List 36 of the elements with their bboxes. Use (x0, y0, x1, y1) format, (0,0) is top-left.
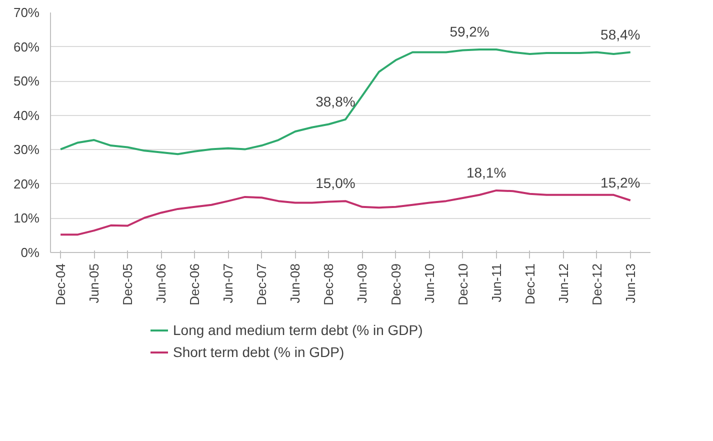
x-tick-label: Dec-09 (388, 263, 404, 306)
y-tick-label: 10% (13, 210, 40, 226)
data-label: 58,4% (600, 26, 640, 42)
x-tick-label: Jun-06 (154, 264, 169, 304)
x-tick-label: Dec-05 (120, 263, 136, 306)
y-tick-label: 40% (13, 108, 40, 123)
x-tick-label: Jun-11 (488, 263, 504, 302)
x-tick-label: Dec-06 (187, 263, 202, 306)
x-tick-label: Dec-08 (321, 263, 336, 306)
x-tick-label: Jun-09 (354, 264, 370, 304)
x-tick-label: Jun-10 (422, 264, 437, 304)
x-tick-label: Dec-10 (455, 263, 470, 306)
x-tick-label: Dec-12 (589, 263, 604, 306)
legend-label: Short term debt (% in GDP) (173, 344, 344, 360)
data-label: 59,2% (450, 24, 490, 40)
y-tick-label: 70% (13, 5, 40, 20)
x-tick-label: Jun-05 (86, 264, 102, 304)
data-label: 38,8% (316, 93, 356, 110)
legend-label: Long and medium term debt (% in GDP) (173, 322, 423, 338)
y-tick-label: 50% (13, 74, 40, 89)
x-tick-label: Jun-12 (556, 264, 571, 304)
data-label: 15,2% (600, 174, 640, 190)
y-tick-label: 30% (13, 142, 40, 158)
x-tick-label: Dec-07 (254, 263, 270, 306)
line-series (60, 48, 632, 156)
y-tick-label: 20% (13, 176, 40, 192)
x-tick-label: Jun-13 (622, 264, 638, 304)
y-tick-label: 60% (13, 39, 40, 54)
data-label: 18,1% (466, 164, 506, 180)
x-tick-label: Jun-07 (220, 264, 236, 304)
line-series (60, 189, 632, 236)
data-label: 15,0% (316, 175, 356, 192)
x-tick-label: Dec-04 (53, 263, 68, 306)
y-tick-label: 0% (20, 245, 40, 260)
x-tick-label: Dec-11 (522, 263, 538, 304)
x-tick-label: Jun-08 (288, 264, 303, 304)
